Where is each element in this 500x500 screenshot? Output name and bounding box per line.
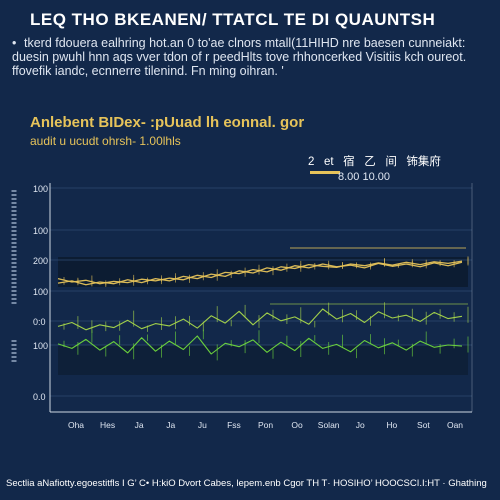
- series-line-2: [57, 261, 463, 286]
- footer-source: Sectlia aNafiotty.egoestitfls I G’ C• H:…: [6, 478, 487, 489]
- x-tick-label: Ho: [386, 420, 397, 430]
- y-tick-label: 200: [33, 256, 48, 266]
- x-tick-label: Oha: [68, 420, 84, 430]
- y-tick-label: 100: [33, 341, 48, 351]
- x-tick-label: Solan: [318, 420, 340, 430]
- x-tick-label: Pon: [258, 420, 273, 430]
- series-line-4: [57, 335, 463, 355]
- y-tick-label: 100: [33, 287, 48, 297]
- series-noise-4: [63, 329, 469, 361]
- x-tick-label: Fss: [227, 420, 241, 430]
- x-tick-label: Ja: [166, 420, 175, 430]
- series-noise-2: [63, 257, 469, 287]
- chart-title: Anlebent BIDex- :pUuad lh eonnal. gor: [30, 114, 305, 131]
- page-title: LEQ THO BKEANEN/ TTATCL TE DI QUAUNTSH: [30, 10, 436, 29]
- x-tick-label: Ja: [135, 420, 144, 430]
- x-tick-label: Hes: [100, 420, 115, 430]
- series-noise-3: [63, 302, 469, 333]
- y-tick-label: 0.0: [33, 392, 46, 402]
- legend-label: 2 et 宿 乙 间 钸集府: [308, 156, 441, 168]
- y-tick-label: 100: [33, 226, 48, 236]
- x-tick-label: Jo: [356, 420, 365, 430]
- legend-range: 8.00 10.00: [338, 171, 390, 183]
- description-text: tkerd fdouera ealhring hot.an 0 to'ae cl…: [12, 36, 467, 78]
- x-tick-label: Oo: [291, 420, 303, 430]
- bullet-dot: •: [12, 36, 17, 50]
- y-tick-label: 0:0: [33, 317, 46, 327]
- lower-band: [58, 345, 468, 375]
- legend-swatch: [310, 171, 340, 174]
- description: • tkerd fdouera ealhring hot.an 0 to'ae …: [12, 36, 488, 78]
- chart-subtitle: audit u ucudt ohrsh- 1.00lhls: [30, 134, 181, 148]
- x-tick-label: Sot: [417, 420, 430, 430]
- series-line-3: [57, 308, 463, 331]
- x-tick-label: Ju: [198, 420, 207, 430]
- y-tick-label: 100: [33, 184, 48, 194]
- x-tick-label: Oan: [447, 420, 463, 430]
